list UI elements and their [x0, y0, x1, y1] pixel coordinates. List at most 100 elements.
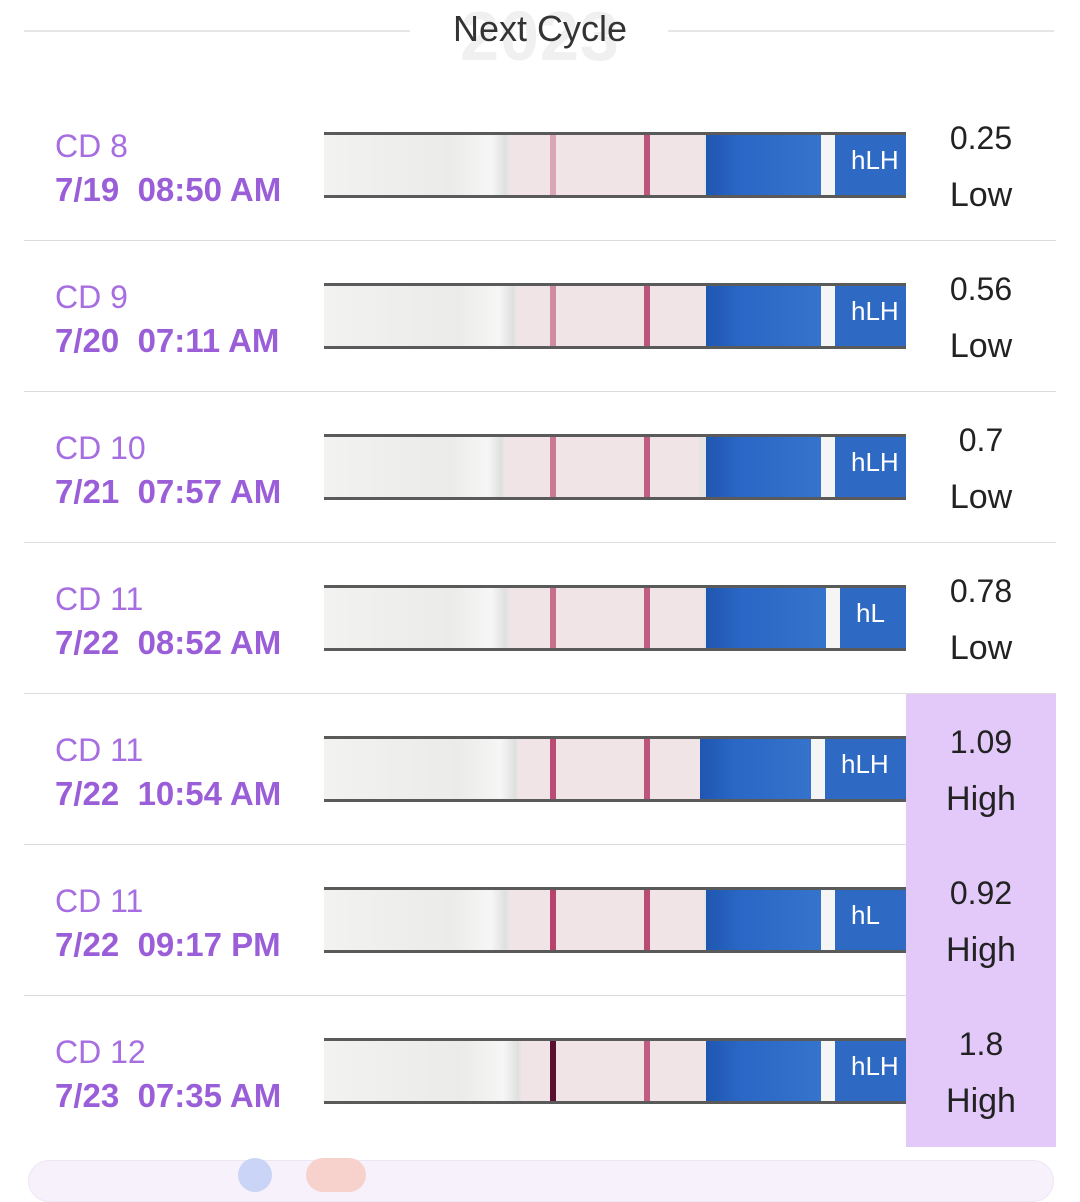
lh-value: 0.78	[949, 573, 1013, 609]
lh-level: Low	[949, 176, 1013, 214]
cycle-day-label: CD 12	[55, 1034, 146, 1070]
cycle-day-label: CD 8	[55, 128, 128, 164]
lh-value: 1.8	[958, 1026, 1004, 1062]
test-row[interactable]: CD 10 7/21 07:57 AM hLH 0.7 Low	[24, 392, 1056, 543]
strip-white-gap	[821, 286, 835, 346]
test-line	[550, 286, 556, 346]
lh-test-list: CD 8 7/19 08:50 AM hLH 0.25 Low CD 9 7/2…	[24, 90, 1056, 1147]
control-line	[644, 286, 650, 346]
strip-result-window	[509, 588, 704, 648]
test-strip-photo[interactable]: hLH	[324, 1038, 906, 1104]
strip-result-window	[516, 286, 711, 346]
test-date: 7/19	[55, 171, 120, 208]
lh-level: Low	[949, 478, 1013, 516]
test-strip-photo[interactable]: hLH	[324, 736, 906, 802]
strip-result-window	[509, 135, 704, 195]
test-datetime: 7/22 08:52 AM	[55, 624, 281, 662]
control-line	[644, 739, 650, 799]
bottom-red-dot	[306, 1158, 366, 1192]
cycle-day-label: CD 11	[55, 732, 144, 768]
test-strip-photo[interactable]: hLH	[324, 434, 906, 500]
strip-white-gap	[821, 135, 835, 195]
lh-value: 0.7	[958, 422, 1004, 458]
strip-label: hL	[835, 890, 906, 950]
test-time: 08:50 AM	[137, 171, 282, 208]
cycle-day-label: CD 11	[55, 883, 144, 919]
lh-level: Low	[949, 327, 1013, 365]
header-divider-right	[668, 30, 1054, 32]
strip-blue-band	[706, 286, 821, 346]
lh-value: 0.56	[949, 271, 1013, 307]
cycle-day-label: CD 9	[55, 279, 128, 315]
lh-level: High	[946, 780, 1016, 818]
test-row[interactable]: CD 8 7/19 08:50 AM hLH 0.25 Low	[24, 90, 1056, 241]
strip-white-gap	[821, 1041, 835, 1101]
test-line	[550, 890, 556, 950]
test-date: 7/22	[55, 624, 120, 661]
result-cell: 1.8 High	[906, 996, 1056, 1147]
strip-handle	[324, 1041, 519, 1101]
strip-handle	[324, 890, 506, 950]
control-line	[644, 890, 650, 950]
test-time: 10:54 AM	[137, 775, 282, 812]
bottom-blue-dot	[238, 1158, 272, 1192]
strip-label: hLH	[835, 1041, 906, 1101]
control-line	[644, 588, 650, 648]
test-date: 7/23	[55, 1077, 120, 1114]
result-cell: 0.78 Low	[906, 543, 1056, 694]
strip-handle	[324, 739, 516, 799]
control-line	[644, 1041, 650, 1101]
strip-blue-band	[700, 739, 815, 799]
strip-handle	[324, 588, 506, 648]
test-row[interactable]: CD 11 7/22 08:52 AM hL 0.78 Low	[24, 543, 1056, 694]
lh-level: Low	[949, 629, 1013, 667]
strip-label: hLH	[835, 286, 906, 346]
test-time: 09:17 PM	[137, 926, 281, 963]
test-row[interactable]: CD 11 7/22 10:54 AM hLH 1.09 High	[24, 694, 1056, 845]
test-row[interactable]: CD 12 7/23 07:35 AM hLH 1.8 High	[24, 996, 1056, 1147]
control-line	[644, 437, 650, 497]
lh-value: 0.92	[949, 875, 1013, 911]
test-line	[550, 135, 556, 195]
test-line	[550, 739, 556, 799]
strip-white-gap	[821, 437, 835, 497]
strip-label: hLH	[835, 437, 906, 497]
strip-label: hL	[840, 588, 906, 648]
result-cell: 0.7 Low	[906, 392, 1056, 543]
lh-value: 0.25	[949, 120, 1013, 156]
strip-result-window	[504, 437, 699, 497]
bottom-card	[28, 1160, 1054, 1202]
test-date: 7/20	[55, 322, 120, 359]
strip-blue-band	[706, 437, 821, 497]
test-row[interactable]: CD 9 7/20 07:11 AM hLH 0.56 Low	[24, 241, 1056, 392]
result-cell: 0.92 High	[906, 845, 1056, 996]
strip-handle	[324, 135, 506, 195]
test-row[interactable]: CD 11 7/22 09:17 PM hL 0.92 High	[24, 845, 1056, 996]
test-date: 7/21	[55, 473, 120, 510]
test-datetime: 7/22 10:54 AM	[55, 775, 281, 813]
test-strip-photo[interactable]: hL	[324, 585, 906, 651]
strip-blue-band	[706, 890, 821, 950]
lh-value: 1.09	[949, 724, 1013, 760]
test-strip-photo[interactable]: hLH	[324, 132, 906, 198]
strip-label: hLH	[835, 135, 906, 195]
strip-result-window	[509, 890, 704, 950]
cycle-day-label: CD 11	[55, 581, 144, 617]
test-time: 07:35 AM	[137, 1077, 282, 1114]
test-strip-photo[interactable]: hLH	[324, 283, 906, 349]
test-time: 08:52 AM	[137, 624, 282, 661]
test-datetime: 7/21 07:57 AM	[55, 473, 281, 511]
section-title[interactable]: Next Cycle	[452, 8, 628, 49]
test-line	[550, 588, 556, 648]
strip-blue-band	[706, 135, 821, 195]
lh-level: High	[946, 1082, 1016, 1120]
strip-white-gap	[821, 890, 835, 950]
cycle-day-label: CD 10	[55, 430, 146, 466]
year-watermark: 2023	[460, 0, 620, 75]
result-cell: 0.25 Low	[906, 90, 1056, 241]
strip-blue-band	[706, 588, 826, 648]
test-line	[550, 437, 556, 497]
test-strip-photo[interactable]: hL	[324, 887, 906, 953]
test-datetime: 7/20 07:11 AM	[55, 322, 279, 360]
result-cell: 0.56 Low	[906, 241, 1056, 392]
